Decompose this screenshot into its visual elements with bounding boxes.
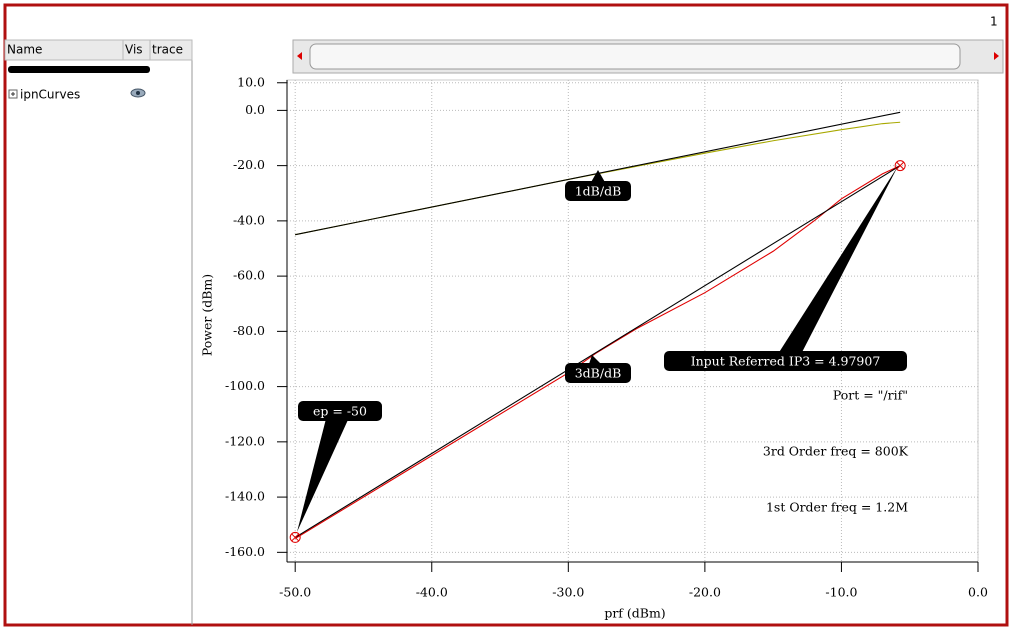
marker-cross	[896, 161, 905, 170]
tree-item[interactable]: ipnCurves	[20, 88, 80, 102]
x-tick-label: -10.0	[825, 585, 857, 600]
y-tick-label: 10.0	[237, 74, 265, 89]
scroll-thumb[interactable]	[309, 43, 961, 70]
marker-cross	[291, 533, 300, 542]
callout-text: Input Referred IP3 = 4.97907	[691, 354, 881, 369]
scroll-right[interactable]	[994, 52, 999, 60]
x-tick-label: -50.0	[279, 585, 311, 600]
series-line	[294, 165, 901, 538]
x-tick-label: -40.0	[416, 585, 448, 600]
scroll-left[interactable]	[297, 52, 302, 60]
callout-text: 3dB/dB	[575, 366, 622, 381]
col-header[interactable]: Name	[7, 43, 42, 57]
y-tick-label: -40.0	[233, 212, 265, 227]
callout-box	[565, 181, 631, 201]
callout-box	[664, 351, 907, 371]
callout-text: 1dB/dB	[575, 184, 622, 199]
y-tick-label: -60.0	[233, 268, 265, 283]
y-tick-label: -80.0	[233, 323, 265, 338]
y-axis-label: Power (dBm)	[200, 274, 215, 356]
callout-text: ep = -50	[313, 404, 367, 419]
col-header[interactable]: Vis	[125, 43, 143, 57]
y-tick-label: -140.0	[225, 489, 265, 504]
note: 3rd Order freq = 800K	[763, 444, 909, 459]
visibility-pupil	[136, 91, 140, 95]
callout-pointer	[773, 166, 898, 361]
note: Port = "/rif"	[833, 388, 908, 403]
y-tick-label: -100.0	[225, 378, 265, 393]
marker-circle	[894, 160, 906, 172]
y-tick-label: 0.0	[245, 102, 265, 117]
series-line	[294, 165, 901, 539]
panel-header	[4, 39, 193, 61]
callout-pointer	[297, 411, 352, 532]
window-border	[3, 3, 1009, 627]
page-number: 1	[990, 15, 998, 29]
x-tick-label: -30.0	[552, 585, 584, 600]
y-tick-label: -160.0	[225, 544, 265, 559]
marker-circle	[289, 531, 301, 543]
x-tick-label: -20.0	[689, 585, 721, 600]
note: 1st Order freq = 1.2M	[766, 500, 908, 515]
plot-area	[286, 79, 979, 563]
callout-box	[298, 401, 382, 421]
callout-box	[565, 363, 631, 383]
x-tick-label: 0.0	[968, 585, 988, 600]
marker	[289, 531, 301, 543]
redacted-row	[8, 66, 150, 73]
col-header[interactable]: trace	[152, 43, 183, 57]
y-tick-label: -120.0	[225, 433, 265, 448]
y-tick-label: -20.0	[233, 157, 265, 172]
x-axis-label: prf (dBm)	[604, 606, 665, 621]
marker	[894, 160, 906, 172]
